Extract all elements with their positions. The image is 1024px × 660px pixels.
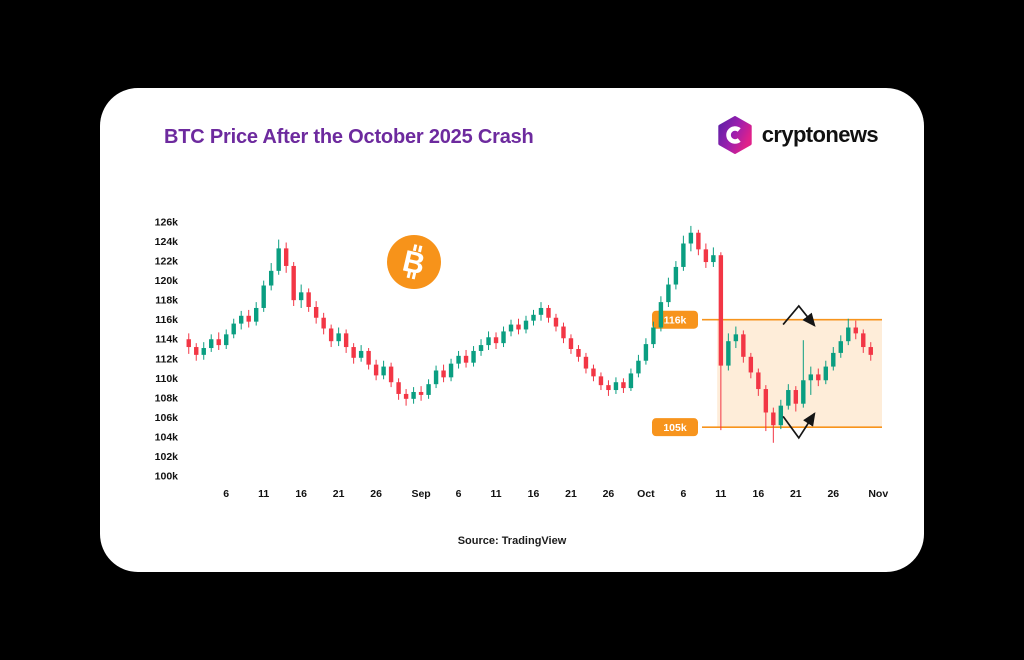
svg-text:16: 16 <box>752 488 764 500</box>
svg-text:26: 26 <box>370 488 382 500</box>
support-badge-label: 105k <box>663 422 687 434</box>
cryptonews-logo-icon <box>718 116 752 154</box>
svg-text:11: 11 <box>490 488 501 500</box>
svg-text:6: 6 <box>223 488 229 500</box>
svg-text:26: 26 <box>603 488 615 500</box>
svg-text:106k: 106k <box>155 412 179 424</box>
svg-text:6: 6 <box>680 488 686 500</box>
resistance-badge-label: 116k <box>664 314 687 326</box>
svg-text:122k: 122k <box>155 256 179 268</box>
svg-text:26: 26 <box>827 488 839 500</box>
source-caption: Source: TradingView <box>457 535 567 547</box>
page-title: BTC Price After the October 2025 Crash <box>164 126 534 148</box>
svg-text:124k: 124k <box>155 236 179 248</box>
svg-text:21: 21 <box>333 488 345 500</box>
candles <box>186 225 873 443</box>
svg-text:120k: 120k <box>155 275 179 287</box>
svg-text:112k: 112k <box>155 353 178 365</box>
svg-text:108k: 108k <box>155 392 179 404</box>
svg-text:11: 11 <box>258 488 269 500</box>
svg-text:102k: 102k <box>155 451 179 463</box>
x-axis-labels: 6 11 16 21 26 Sep 6 11 16 21 26 Oct 6 11 16 21 26 Nov <box>223 488 888 500</box>
cryptonews-logo-text: cryptonews <box>761 122 879 147</box>
svg-text:Nov: Nov <box>868 488 888 500</box>
svg-text:21: 21 <box>565 488 577 500</box>
svg-text:100k: 100k <box>155 471 179 483</box>
svg-text:21: 21 <box>790 488 802 500</box>
y-axis-labels: 126k 124k 122k 120k 118k 116k 114k 112k 110k 108k… <box>155 217 179 483</box>
svg-text:114k: 114k <box>155 334 178 346</box>
support-badge <box>652 418 698 437</box>
svg-text:16: 16 <box>528 488 540 500</box>
svg-text:Oct: Oct <box>637 488 655 500</box>
svg-text:118k: 118k <box>155 295 178 307</box>
bitcoin-icon: B <box>386 234 442 290</box>
svg-text:16: 16 <box>295 488 307 500</box>
bounce-arrow-bottom <box>782 412 816 440</box>
chart-card: BTC Price After the October 2025 Crash c… <box>100 88 924 572</box>
cryptonews-logo: cryptonews <box>716 116 879 154</box>
bounce-arrow-top <box>782 304 816 327</box>
svg-text:Sep: Sep <box>411 488 430 500</box>
svg-text:110k: 110k <box>155 373 178 385</box>
btc-candlestick-chart: 116k 105k 126k 124k 122k 120k 118k 116k 114k 112k… <box>155 217 889 501</box>
svg-text:11: 11 <box>715 488 726 500</box>
svg-text:104k: 104k <box>155 431 179 443</box>
svg-text:6: 6 <box>456 488 462 500</box>
resistance-badge <box>652 310 698 329</box>
svg-text:126k: 126k <box>155 217 179 229</box>
svg-text:116k: 116k <box>155 314 178 326</box>
